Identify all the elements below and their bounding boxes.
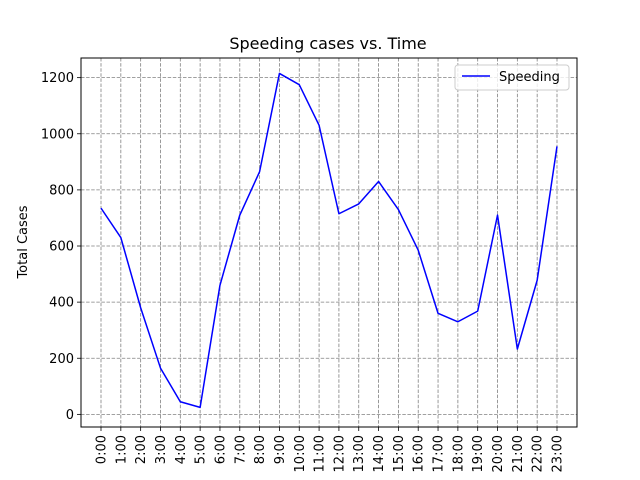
chart-title: Speeding cases vs. Time [229, 34, 426, 53]
x-tick-label: 19:00 [471, 435, 486, 472]
y-tick-label: 600 [49, 240, 74, 255]
x-tick-label: 15:00 [392, 435, 407, 472]
y-tick-label: 200 [49, 352, 74, 367]
x-tick-label: 4:00 [174, 435, 189, 464]
x-tick-label: 11:00 [313, 435, 328, 472]
x-tick-label: 23:00 [551, 435, 566, 472]
x-tick-label: 0:00 [95, 435, 110, 464]
legend-label: Speeding [499, 70, 560, 85]
x-tick-label: 21:00 [511, 435, 526, 472]
series-lines [100, 72, 558, 409]
x-tick-label: 7:00 [233, 435, 248, 464]
x-tick-label: 17:00 [432, 435, 447, 472]
x-tick-label: 2:00 [134, 435, 149, 464]
x-tick-label: 9:00 [273, 435, 288, 464]
y-tick-label: 1200 [41, 71, 74, 86]
x-tick-label: 12:00 [332, 435, 347, 472]
x-tick-label: 14:00 [372, 435, 387, 472]
x-tick-label: 8:00 [253, 435, 268, 464]
y-axis-label: Total Cases [16, 205, 31, 279]
grid-lines [81, 58, 577, 427]
x-tick-label: 1:00 [114, 435, 129, 464]
legend: Speeding [454, 64, 570, 91]
x-tick-label: 6:00 [213, 435, 228, 464]
y-tick-label: 0 [66, 408, 74, 423]
x-tick-label: 5:00 [194, 435, 209, 464]
x-tick-label: 13:00 [352, 435, 367, 472]
x-tick-label: 10:00 [293, 435, 308, 472]
legend-box [454, 64, 570, 91]
x-tick-label: 3:00 [154, 435, 169, 464]
x-tick-label: 22:00 [531, 435, 546, 472]
y-tick-label: 1000 [41, 127, 74, 142]
x-tick-label: 18:00 [451, 435, 466, 472]
x-tick-label: 20:00 [491, 435, 506, 472]
plot-frame [80, 57, 578, 428]
series-line-speeding [100, 72, 558, 409]
x-axis: 0:00 1:00 2:00 3:00 4:00 5:00 6:00 7:00 8:00 9:00… [95, 427, 566, 472]
y-axis: 0 200 400 600 800 1000 1200 [41, 71, 81, 423]
y-tick-label: 800 [49, 183, 74, 198]
y-tick-label: 400 [49, 296, 74, 311]
x-tick-label: 16:00 [412, 435, 427, 472]
